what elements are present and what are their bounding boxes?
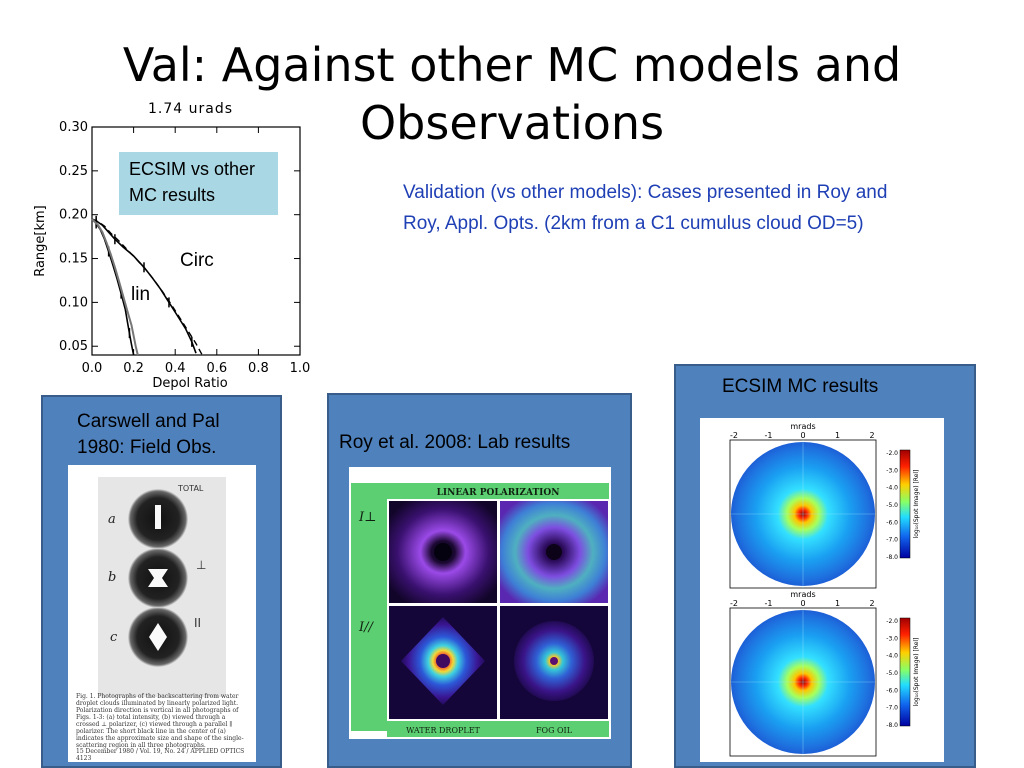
carswell-caption: Fig. 1. Photographs of the backscatterin… (76, 693, 244, 749)
ecsim-colorbar-tick: -2.0 (886, 450, 898, 457)
carswell-photos: a b c TOTAL ⊥ II (98, 477, 226, 697)
ecsim-figure: mrads -2 -1 0 1 2 -2.0 -3.0 -4.0 -5.0 -6.0 -7.0 -8.0… (700, 418, 944, 762)
ecsim-x-tick: 0 (800, 599, 805, 608)
x-tick-label: 0.6 (206, 361, 227, 376)
ecsim-colorbar-tick: -8.0 (886, 554, 898, 561)
carswell-panel: Carswell and Pal 1980: Field Obs. a b (41, 395, 282, 768)
ecsim-x-tick: 1 (835, 599, 840, 608)
ecsim-colorbar-tick: -3.0 (886, 635, 898, 642)
y-tick-label: 0.25 (59, 164, 88, 179)
roy-panel: Roy et al. 2008: Lab results (327, 393, 632, 768)
ecsim-colorbar-tick: -4.0 (886, 653, 898, 660)
roy-row-label-perp: I⊥ (358, 510, 376, 525)
ecsim-colorbar-tick: -2.0 (886, 618, 898, 625)
ecsim-x-tick: 2 (869, 599, 874, 608)
circ-label: Circ (180, 250, 214, 271)
ecsim-colorbar-tick: -3.0 (886, 467, 898, 474)
y-tick-label: 0.15 (59, 252, 88, 267)
fig-label-a: a (108, 512, 116, 527)
ecsim-x-tick: -1 (765, 599, 773, 608)
ecsim-title: ECSIM MC results (722, 376, 879, 397)
y-axis-label: Range[km] (33, 205, 48, 277)
roy-col-label-water: WATER DROPLET (406, 726, 480, 735)
ecsim-x-tick: -2 (730, 431, 738, 440)
validation-text: Validation (vs other models): Cases pres… (403, 182, 888, 234)
y-tick-label: 0.20 (59, 208, 88, 223)
ecsim-colorbar (899, 449, 911, 559)
x-tick-label: 0.8 (248, 361, 269, 376)
ecsim-panel: ECSIM MC results (674, 364, 976, 768)
ecsim-colorbar-label: log₁₀(Spot Image) [Rel] (913, 638, 920, 707)
ecsim-plots: mrads -2 -1 0 1 2 -2.0 -3.0 -4.0 -5.0 -6.0 -7.0 -8.0… (729, 422, 920, 757)
y-tick-label: 0.30 (59, 120, 88, 135)
ecsim-colorbar-tick: -4.0 (886, 485, 898, 492)
ecsim-colorbar-tick: -5.0 (886, 502, 898, 509)
y-tick-label: 0.05 (59, 339, 88, 354)
ecsim-colorbar-tick: -8.0 (886, 722, 898, 729)
annotation-box: ECSIM vs other MC results (119, 152, 278, 215)
roy-figure: LINEAR POLARIZATION I⊥ I// WATER DROPLET… (349, 467, 611, 739)
ecsim-axis-label: mrads (790, 422, 815, 431)
roy-col-label-fog: FOG OIL (536, 726, 573, 735)
roy-title: Roy et al. 2008: Lab results (339, 432, 571, 453)
ecsim-colorbar-tick: -5.0 (886, 670, 898, 677)
series-line-3 (91, 218, 139, 356)
x-axis-label: Depol Ratio (152, 376, 227, 390)
series-line-2 (91, 218, 135, 356)
slide-title-line1: Val: Against other MC models and (122, 38, 902, 92)
ecsim-colorbar (899, 617, 911, 727)
ecsim-colorbar-tick: -6.0 (886, 519, 898, 526)
fig-mark-perp: ⊥ (196, 558, 206, 572)
ecsim-x-tick: 0 (800, 431, 805, 440)
ecsim-axis-label: mrads (790, 590, 815, 599)
x-tick-label: 0.2 (123, 361, 144, 376)
depol-ratio-chart: 0.0 0.2 0.4 0.6 0.8 1.0 0.05 0.10 0.15 0.20 0.25 0.… (33, 120, 311, 390)
plot-frame (91, 126, 301, 356)
ecsim-plot-cross: mrads -2 -1 0 1 2 -2.0 -3.0 -4.0 -5.0 -6.0 -7.0 -8.0… (729, 422, 920, 589)
fig-label-c: c (110, 630, 118, 645)
slide-title-line2: Observations (359, 96, 665, 150)
ecsim-x-tick: 1 (835, 431, 840, 440)
ecsim-colorbar-tick: -6.0 (886, 687, 898, 694)
lin-label: lin (131, 284, 151, 305)
roy-row-label-par: I// (358, 620, 375, 635)
x-tick-label: 0.4 (165, 361, 186, 376)
y-tick-label: 0.10 (59, 295, 88, 310)
ecsim-x-tick: -1 (765, 431, 773, 440)
ecsim-x-tick: 2 (869, 431, 874, 440)
fig-label-b: b (108, 570, 116, 585)
carswell-figure: a b c TOTAL ⊥ II Fig. 1. Photographs of … (68, 465, 256, 762)
x-tick-label: 1.0 (290, 361, 311, 376)
ecsim-colorbar-tick: -7.0 (886, 705, 898, 712)
fig-mark-par: II (194, 616, 201, 630)
carswell-title: Carswell and Pal 1980: Field Obs. (77, 411, 220, 458)
ecsim-plot-parallel: mrads -2 -1 0 1 2 -2.0 -3.0 -4.0 -5.0 -6.0 -7.0 -8.0… (729, 590, 920, 757)
fig-mark-total: TOTAL (177, 484, 204, 493)
series-line-1 (91, 218, 203, 356)
roy-header: LINEAR POLARIZATION (437, 488, 560, 498)
ecsim-colorbar-label: log₁₀(Spot Image) [Rel] (913, 470, 920, 539)
slide-title: Val: Against other MC models and Observa… (0, 36, 1024, 152)
carswell-footer: 15 December 1980 / Vol. 19, No. 24 / APP… (76, 748, 245, 762)
chart-title: 1.74 urads (148, 101, 234, 117)
ecsim-colorbar-tick: -7.0 (886, 537, 898, 544)
x-tick-label: 0.0 (82, 361, 103, 376)
ecsim-x-tick: -2 (730, 599, 738, 608)
roy-grid: LINEAR POLARIZATION I⊥ I// WATER DROPLET… (349, 467, 611, 739)
